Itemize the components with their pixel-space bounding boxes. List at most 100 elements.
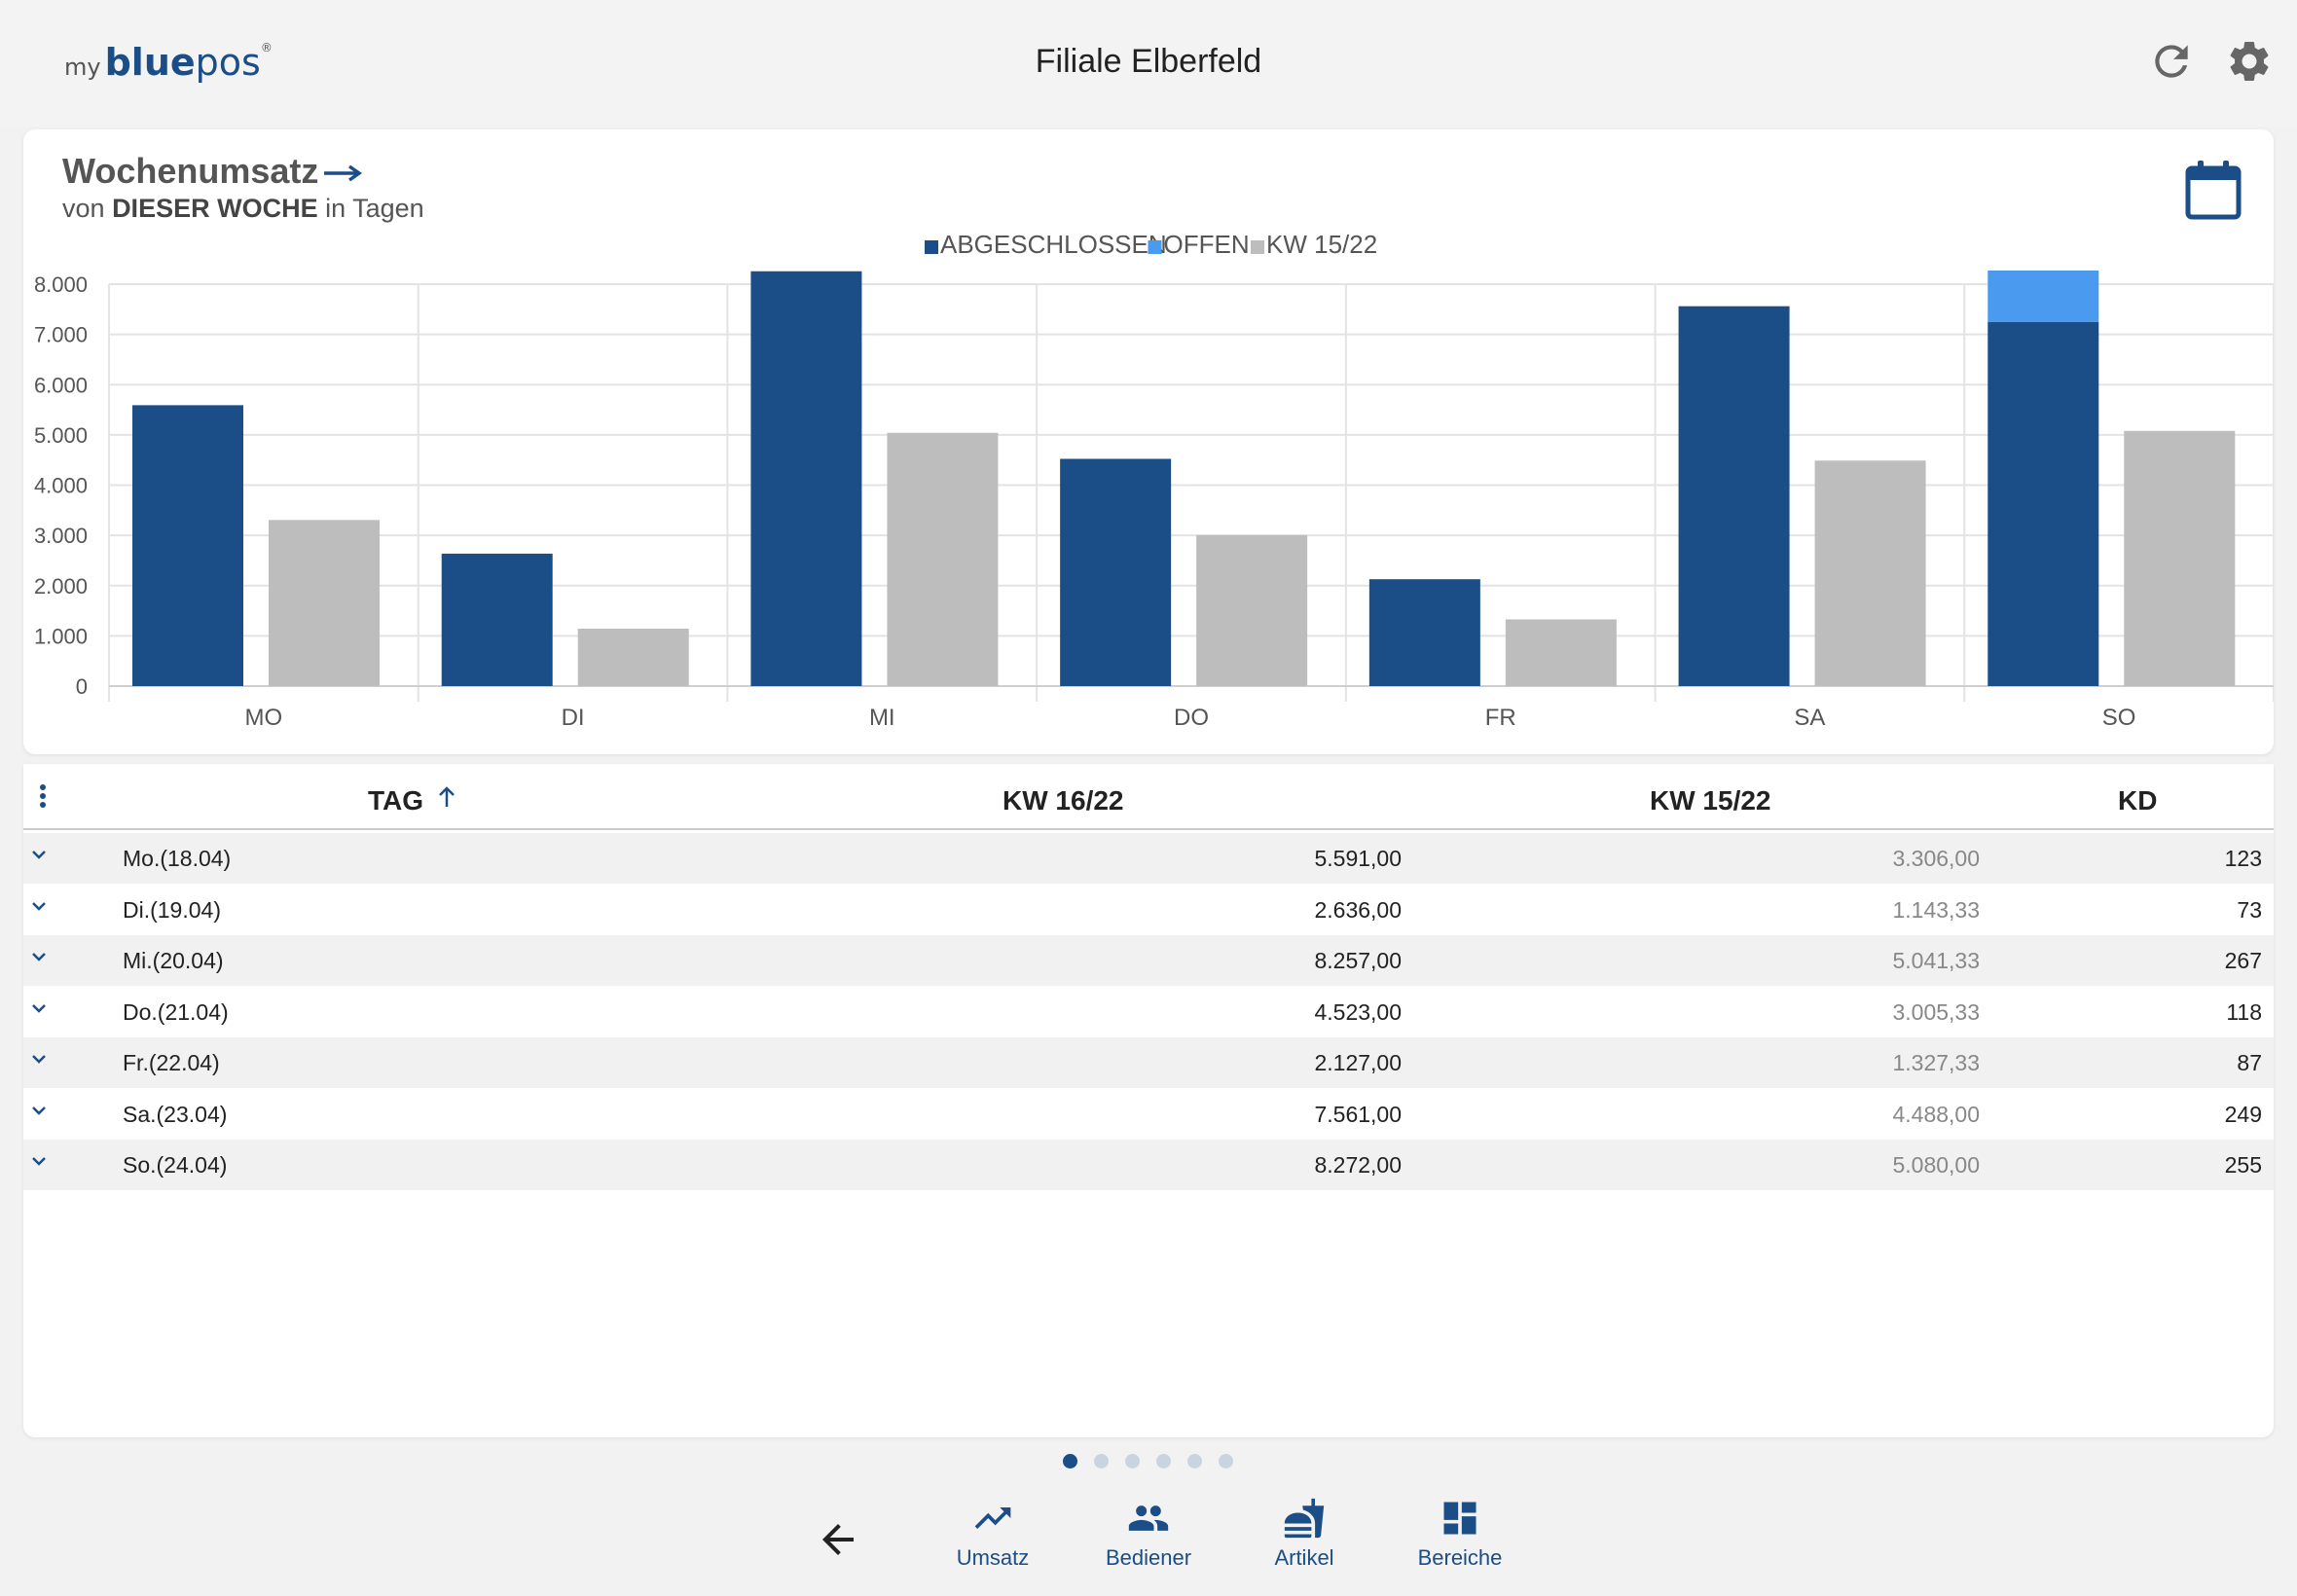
table-header: TAG KW 16/22 KW 15/22 KD — [23, 764, 2274, 830]
bar-kw15 — [1196, 534, 1308, 686]
nav-bediener-label: Bediener — [1105, 1545, 1192, 1570]
cell-kw16: 5.591,00 — [1314, 846, 1402, 871]
cell-kd: 73 — [2237, 896, 2262, 923]
cell-day: So.(24.04) — [123, 1152, 228, 1178]
bar-kw15 — [577, 628, 689, 686]
legend-label: OFFEN — [1164, 230, 1250, 259]
y-tick-label: 0 — [76, 674, 88, 699]
y-tick-label: 3.000 — [34, 524, 88, 548]
table-row[interactable]: Fr.(22.04) 2.127,00 1.327,33 87 — [23, 1037, 2274, 1088]
chevron-down-icon[interactable] — [29, 998, 49, 1018]
table-row[interactable]: Di.(19.04) 2.636,00 1.143,33 73 — [23, 885, 2274, 935]
cell-kd: 87 — [2237, 1050, 2262, 1075]
cell-day: Sa.(23.04) — [123, 1101, 228, 1127]
cell-kw16: 8.272,00 — [1314, 1152, 1402, 1178]
column-header-tag[interactable]: TAG — [368, 785, 456, 816]
column-header-kw15[interactable]: KW 15/22 — [1650, 785, 1771, 816]
cell-kw15: 3.306,00 — [1892, 846, 1980, 871]
cell-kd: 249 — [2224, 1101, 2262, 1127]
nav-artikel-label: Artikel — [1274, 1545, 1334, 1570]
table-row[interactable]: Mi.(20.04) 8.257,00 5.041,33 267 — [23, 935, 2274, 986]
cell-kw16: 2.127,00 — [1314, 1050, 1402, 1075]
y-tick-label: 8.000 — [34, 272, 88, 297]
page-dot[interactable] — [1156, 1454, 1171, 1469]
page-dot[interactable] — [1187, 1454, 1202, 1469]
x-tick-label: FR — [1485, 705, 1516, 731]
cell-day: Fr.(22.04) — [123, 1050, 220, 1075]
chart-title[interactable]: Wochenumsatz — [62, 151, 363, 192]
y-tick-label: 1.000 — [34, 624, 88, 648]
page-dot[interactable] — [1125, 1454, 1140, 1469]
cell-kw15: 4.488,00 — [1892, 1101, 1980, 1127]
chevron-down-icon[interactable] — [29, 1101, 49, 1120]
chevron-down-icon[interactable] — [29, 1151, 49, 1171]
column-header-kw16[interactable]: KW 16/22 — [1003, 785, 1124, 816]
cell-day: Mo.(18.04) — [123, 846, 232, 871]
cell-kw16: 4.523,00 — [1314, 998, 1402, 1025]
refresh-icon[interactable] — [2147, 37, 2196, 86]
calendar-icon[interactable] — [2184, 159, 2242, 221]
chart-subtitle: von DIESER WOCHE in Tagen — [62, 194, 424, 223]
bar-kw15 — [269, 520, 380, 686]
people-icon — [1128, 1505, 1169, 1531]
x-tick-label: DI — [562, 705, 585, 731]
bar-abgeschlossen — [132, 405, 243, 686]
cell-kw15: 1.327,33 — [1892, 1050, 1980, 1075]
bar-abgeschlossen — [441, 553, 553, 686]
legend-label: ABGESCHLOSSEN — [940, 230, 1167, 259]
legend-swatch — [1251, 240, 1264, 254]
bar-kw15 — [887, 432, 999, 686]
legend-swatch — [1148, 240, 1162, 254]
nav-umsatz[interactable]: Umsatz — [930, 1497, 1056, 1584]
legend-swatch — [925, 240, 938, 254]
back-arrow-icon — [822, 1524, 854, 1555]
cell-kw16: 8.257,00 — [1314, 948, 1402, 973]
nav-artikel[interactable]: Artikel — [1241, 1497, 1367, 1584]
bar-kw15 — [2124, 430, 2236, 686]
column-menu-icon[interactable] — [35, 781, 51, 811]
top-bar: my bluepos® Filiale Elberfeld — [0, 0, 2297, 127]
cell-kw15: 3.005,33 — [1892, 998, 1980, 1025]
page-dot[interactable] — [1063, 1454, 1077, 1469]
bar-abgeschlossen — [1060, 458, 1172, 686]
column-header-kd[interactable]: KD — [2118, 785, 2158, 816]
cell-kw15: 5.080,00 — [1892, 1152, 1980, 1178]
cell-day: Di.(19.04) — [123, 896, 221, 923]
x-tick-label: SA — [1794, 705, 1825, 731]
chevron-down-icon[interactable] — [29, 947, 49, 966]
nav-bediener[interactable]: Bediener — [1085, 1497, 1212, 1584]
cell-kw16: 7.561,00 — [1314, 1101, 1402, 1127]
x-tick-label: MO — [245, 705, 283, 731]
cell-kw15: 5.041,33 — [1892, 948, 1980, 973]
table-row[interactable]: Mo.(18.04) 5.591,00 3.306,00 123 — [23, 833, 2274, 884]
bar-abgeschlossen — [1987, 321, 2099, 686]
page-dot[interactable] — [1219, 1454, 1233, 1469]
chevron-down-icon[interactable] — [29, 896, 49, 916]
trending-up-icon — [974, 1507, 1011, 1529]
bar-abgeschlossen — [750, 271, 862, 686]
sort-ascending-icon — [438, 786, 455, 807]
page-dot[interactable] — [1094, 1454, 1109, 1469]
back-button[interactable] — [775, 1497, 901, 1584]
weekly-revenue-chart: 0 1.000 2.000 3.000 4.000 5.000 6.000 7.000 8.00… — [34, 230, 2274, 731]
table-row[interactable]: Do.(21.04) 4.523,00 3.005,33 118 — [23, 987, 2274, 1037]
chart-card: Wochenumsatz von DIESER WOCHE in Tagen 0… — [23, 129, 2274, 754]
x-tick-label: SO — [2102, 705, 2136, 731]
table-row[interactable]: Sa.(23.04) 7.561,00 4.488,00 249 — [23, 1089, 2274, 1140]
cell-kw16: 2.636,00 — [1314, 896, 1402, 923]
chevron-down-icon[interactable] — [29, 845, 49, 864]
table-row[interactable]: So.(24.04) 8.272,00 5.080,00 255 — [23, 1140, 2274, 1190]
app-logo: my bluepos® — [64, 41, 273, 84]
y-tick-label: 5.000 — [34, 423, 88, 448]
bar-kw15 — [1814, 460, 1926, 686]
food-icon — [1284, 1498, 1325, 1539]
bar-abgeschlossen — [1678, 306, 1790, 686]
gear-icon[interactable] — [2225, 37, 2274, 86]
cell-day: Mi.(20.04) — [123, 948, 224, 973]
cell-kd: 267 — [2224, 948, 2262, 973]
x-tick-label: MI — [869, 705, 895, 731]
cell-day: Do.(21.04) — [123, 998, 229, 1025]
nav-bereiche[interactable]: Bereiche — [1397, 1497, 1523, 1584]
y-tick-label: 2.000 — [34, 574, 88, 598]
chevron-down-icon[interactable] — [29, 1049, 49, 1069]
